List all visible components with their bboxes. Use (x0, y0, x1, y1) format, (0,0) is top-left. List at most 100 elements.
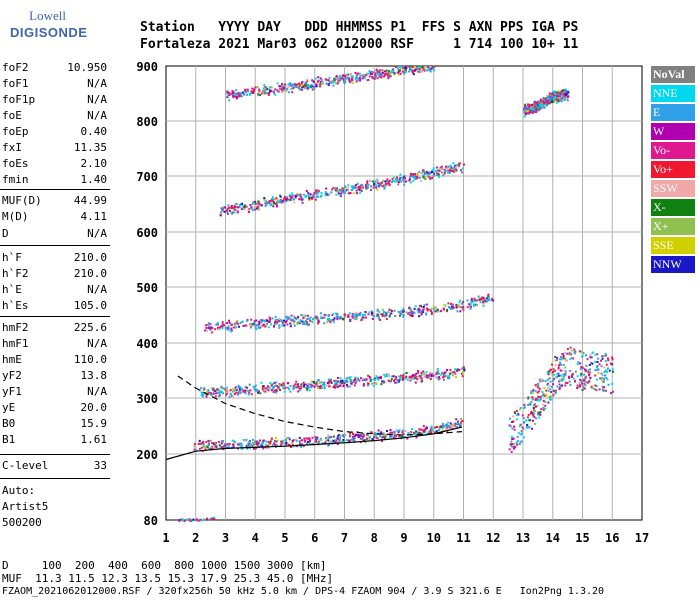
echo-point (370, 431, 373, 434)
echo-point (551, 101, 554, 104)
echo-point (260, 445, 263, 448)
echo-point (291, 440, 294, 442)
echo-point (332, 440, 335, 442)
echo-point (348, 312, 351, 315)
echo-point (385, 433, 388, 436)
echo-point (336, 82, 339, 85)
echo-point (204, 324, 207, 327)
echo-point (325, 384, 328, 387)
echo-point (209, 328, 212, 330)
echo-point (395, 177, 398, 180)
echo-point (238, 444, 241, 447)
echo-point (361, 438, 364, 440)
echo-point (399, 310, 402, 313)
echo-point (206, 446, 209, 449)
echo-point (534, 398, 537, 401)
echo-point (256, 201, 259, 204)
echo-point (574, 350, 577, 353)
echo-point (285, 319, 288, 322)
echo-point (211, 518, 214, 521)
echo-point (383, 434, 386, 437)
echo-point (293, 315, 296, 318)
echo-point (567, 91, 570, 94)
echo-point (266, 88, 269, 91)
echo-point (223, 446, 226, 449)
echo-point (594, 374, 597, 377)
echo-point (454, 368, 456, 371)
echo-point (515, 418, 518, 421)
echo-point (251, 438, 254, 441)
echo-point (321, 383, 324, 386)
echo-point (244, 205, 247, 208)
echo-point (223, 444, 226, 447)
echo-point (475, 299, 478, 302)
echo-point (327, 439, 330, 442)
echo-point (193, 442, 196, 445)
echo-point (510, 450, 513, 453)
echo-point (222, 440, 225, 443)
echo-point (386, 71, 389, 74)
echo-point (387, 180, 390, 183)
echo-point (271, 196, 274, 199)
y-tick-label: 80 (144, 514, 158, 528)
echo-point (412, 73, 415, 76)
echo-point (454, 372, 457, 375)
echo-point (562, 356, 565, 359)
echo-point (330, 436, 333, 439)
echo-point (230, 327, 233, 330)
echo-point (234, 388, 237, 391)
echo-point (605, 377, 608, 379)
echo-point (236, 211, 239, 214)
echo-point (461, 372, 463, 375)
echo-point (513, 411, 516, 414)
echo-point (300, 82, 303, 85)
echo-point (375, 180, 378, 183)
echo-point (414, 381, 417, 384)
echo-point (479, 301, 482, 304)
echo-point (527, 103, 529, 106)
echo-point (349, 385, 352, 388)
echo-point (233, 323, 236, 326)
echo-point (583, 379, 586, 382)
echo-point (375, 375, 378, 378)
echo-point (412, 311, 415, 314)
echo-point (566, 359, 568, 362)
echo-point (359, 186, 362, 189)
echo-point (594, 369, 597, 372)
echo-point (334, 189, 337, 192)
echo-point (580, 350, 583, 353)
echo-point (331, 188, 334, 191)
echo-point (178, 519, 181, 521)
echo-point (534, 384, 537, 387)
echo-point (259, 326, 262, 329)
echo-point (538, 390, 541, 393)
echo-point (395, 180, 398, 183)
param-value: N/A (87, 227, 107, 240)
echo-point (371, 76, 374, 79)
echo-point (551, 385, 553, 388)
echo-point (447, 165, 450, 168)
echo-point (528, 426, 531, 429)
echo-point (611, 382, 614, 385)
echo-point (387, 379, 390, 382)
echo-point (355, 186, 357, 189)
echo-point (385, 69, 388, 72)
echo-point (535, 103, 538, 106)
echo-point (236, 95, 239, 98)
echo-point (420, 380, 423, 383)
echo-point (357, 72, 360, 75)
echo-point (508, 448, 511, 451)
echo-point (319, 77, 322, 80)
echo-point (289, 198, 292, 201)
echo-point (523, 105, 526, 108)
echo-point (527, 109, 530, 112)
echo-point (460, 169, 463, 172)
echo-point (373, 436, 375, 439)
echo-point (301, 201, 304, 204)
echo-point (450, 166, 453, 169)
echo-point (448, 427, 451, 430)
echo-point (274, 315, 277, 318)
echo-point (603, 366, 606, 369)
echo-point (369, 71, 372, 74)
echo-point (463, 369, 466, 372)
